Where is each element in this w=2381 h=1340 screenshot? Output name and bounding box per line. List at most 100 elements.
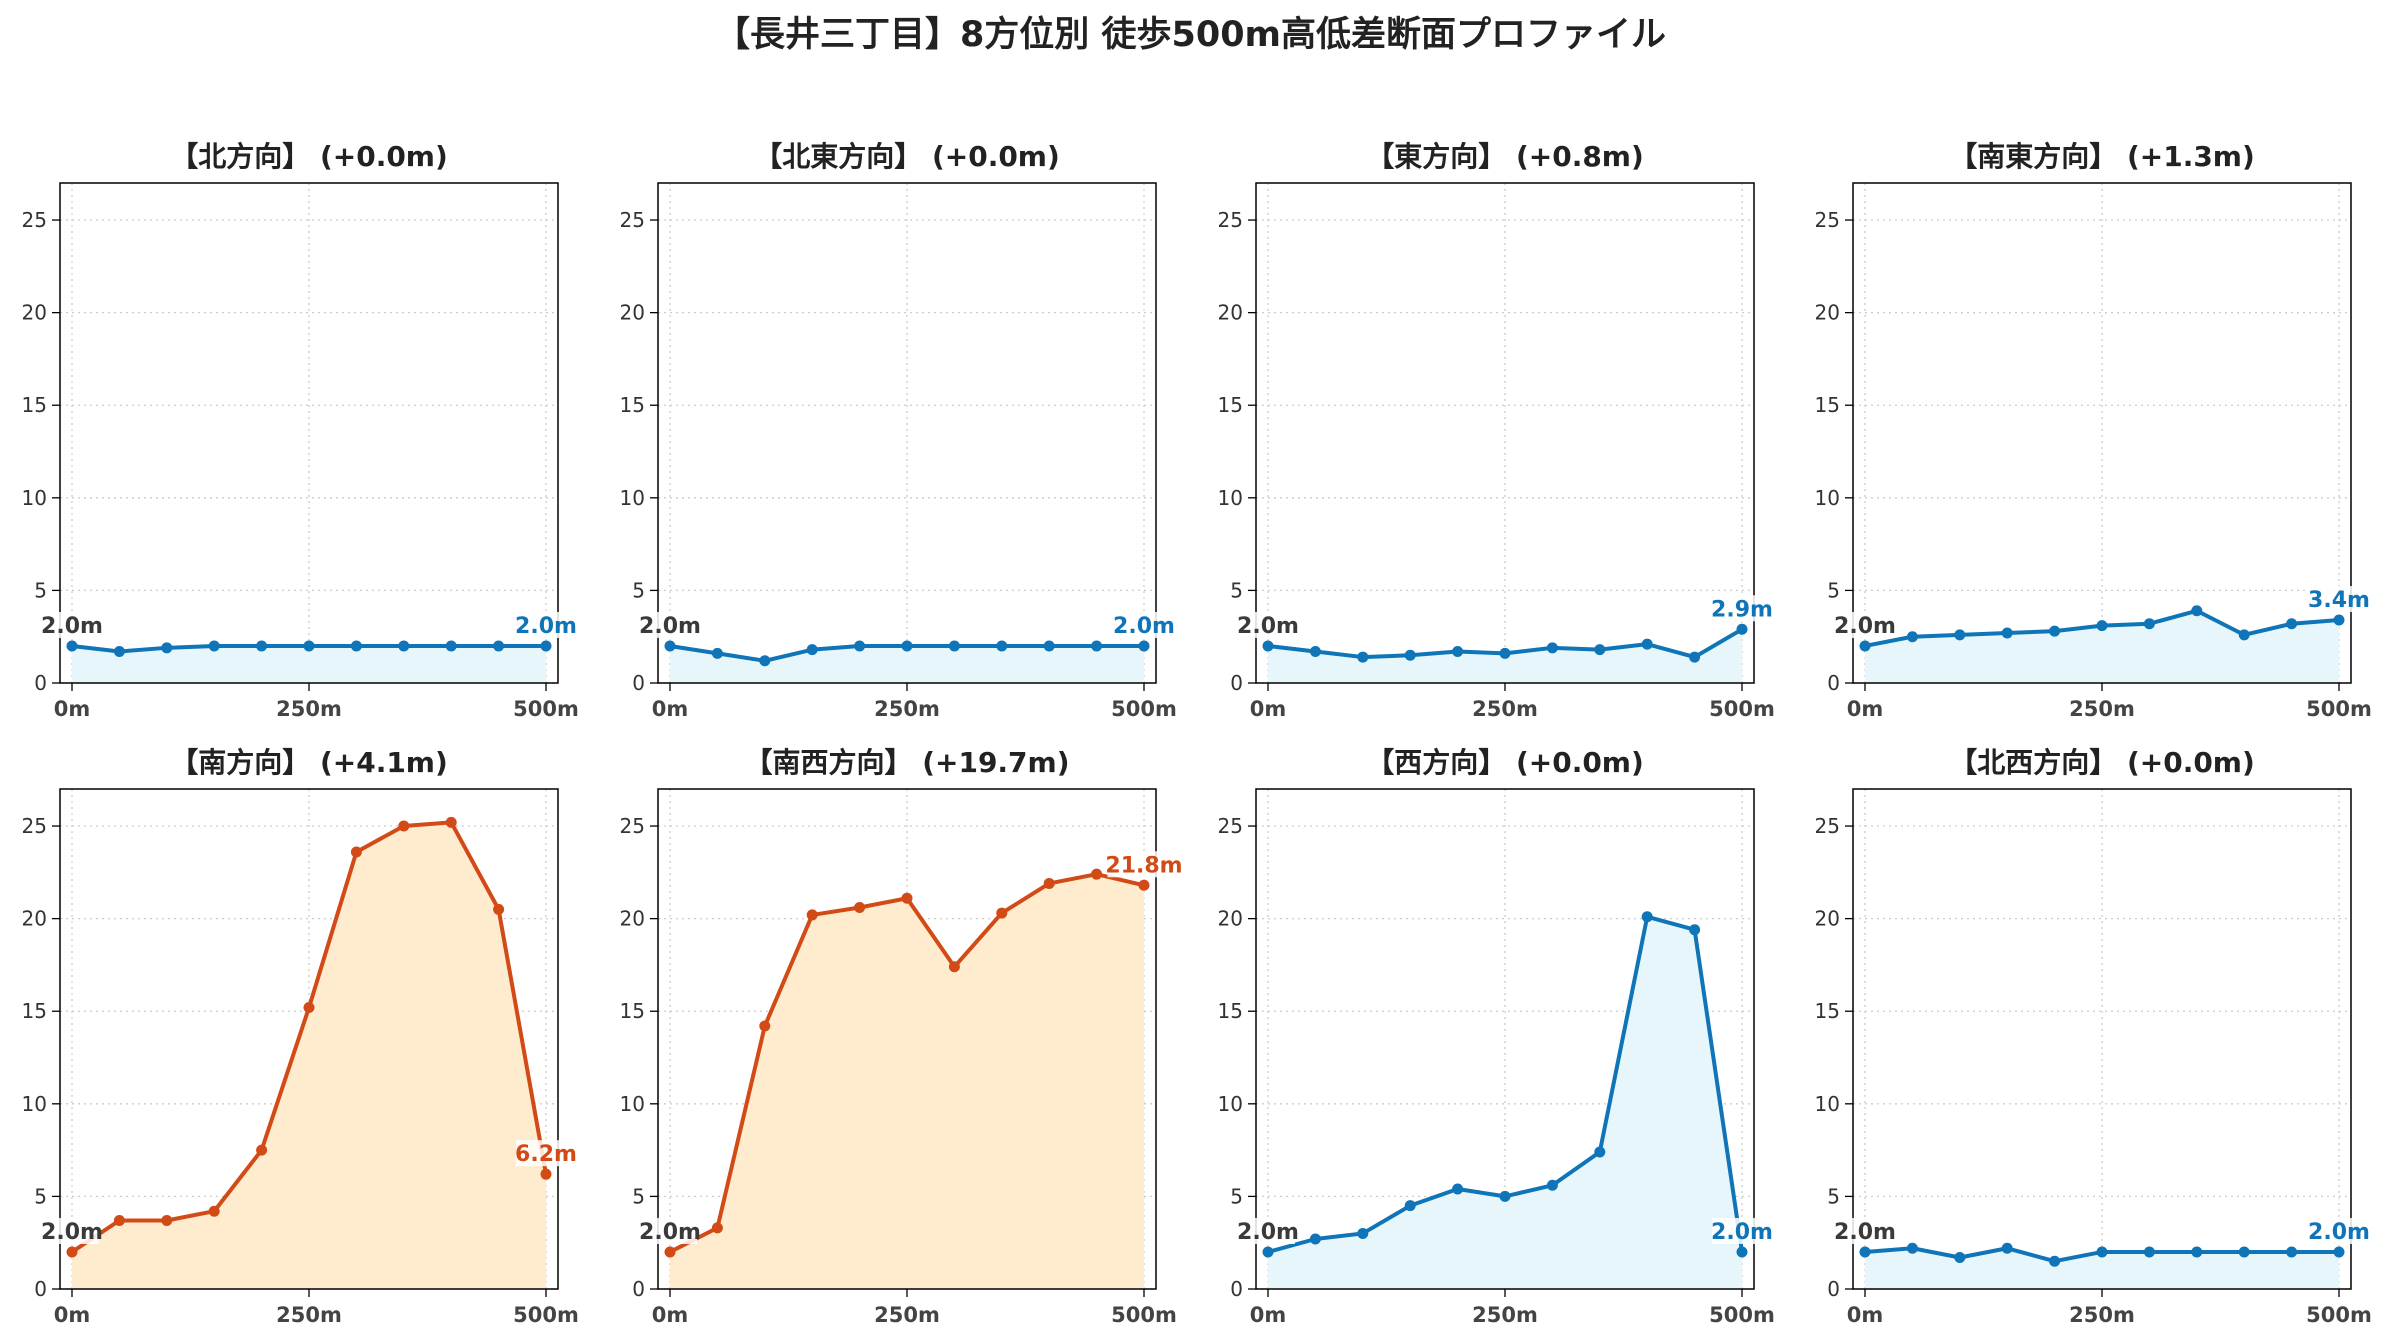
data-point bbox=[1404, 1200, 1416, 1212]
end-elevation-label: 3.4m bbox=[2308, 588, 2370, 613]
start-label-background bbox=[643, 611, 697, 638]
x-tick-label: 0m bbox=[1847, 697, 1884, 721]
y-tick-label: 10 bbox=[1815, 1092, 1840, 1116]
data-point bbox=[2191, 605, 2203, 617]
panel-title: 【南西方向】 (+19.7m) bbox=[744, 746, 1069, 779]
data-point bbox=[1404, 649, 1416, 661]
data-point bbox=[208, 640, 220, 652]
x-tick-label: 500m bbox=[1709, 1303, 1775, 1327]
data-point bbox=[2001, 1242, 2013, 1254]
y-tick-label: 10 bbox=[620, 486, 645, 510]
data-point bbox=[901, 892, 913, 904]
start-label-background bbox=[1241, 1217, 1295, 1244]
x-tick-label: 500m bbox=[2306, 1303, 2372, 1327]
data-point bbox=[303, 1002, 315, 1014]
y-tick-label: 0 bbox=[1827, 671, 1840, 695]
data-point bbox=[2286, 618, 2298, 630]
data-point bbox=[66, 640, 78, 652]
x-tick-label: 0m bbox=[1250, 697, 1287, 721]
data-point bbox=[1262, 1246, 1274, 1258]
end-label-background bbox=[1114, 611, 1174, 638]
data-point bbox=[1091, 640, 1103, 652]
end-elevation-label: 2.0m bbox=[1113, 614, 1175, 639]
x-tick-label: 0m bbox=[1847, 1303, 1884, 1327]
y-tick-label: 5 bbox=[34, 578, 47, 602]
data-point bbox=[759, 655, 771, 667]
data-point bbox=[256, 1144, 268, 1156]
y-tick-label: 25 bbox=[620, 814, 645, 838]
y-tick-label: 25 bbox=[1218, 814, 1243, 838]
data-point bbox=[2238, 1246, 2250, 1258]
panel-title: 【南方向】 (+4.1m) bbox=[170, 746, 448, 779]
data-point bbox=[445, 816, 457, 828]
end-label-background bbox=[1712, 595, 1772, 622]
start-label-background bbox=[1838, 611, 1892, 638]
x-tick-label: 0m bbox=[1250, 1303, 1287, 1327]
x-tick-label: 250m bbox=[276, 697, 342, 721]
y-tick-label: 25 bbox=[1815, 208, 1840, 232]
data-point bbox=[806, 644, 818, 656]
y-tick-label: 10 bbox=[620, 1092, 645, 1116]
area-fill bbox=[72, 822, 546, 1289]
data-point bbox=[66, 1246, 78, 1258]
data-point bbox=[2096, 1246, 2108, 1258]
x-tick-label: 500m bbox=[1111, 1303, 1177, 1327]
data-point bbox=[806, 909, 818, 921]
start-label-background bbox=[45, 611, 99, 638]
y-tick-label: 15 bbox=[620, 999, 645, 1023]
x-tick-label: 0m bbox=[652, 1303, 689, 1327]
data-point bbox=[1309, 646, 1321, 658]
data-point bbox=[1043, 640, 1055, 652]
y-tick-label: 20 bbox=[22, 907, 47, 931]
data-point bbox=[1641, 911, 1653, 923]
data-point bbox=[1689, 651, 1701, 663]
end-elevation-label: 2.0m bbox=[515, 614, 577, 639]
y-tick-label: 5 bbox=[1827, 578, 1840, 602]
data-point bbox=[2286, 1246, 2298, 1258]
y-tick-label: 0 bbox=[632, 671, 645, 695]
data-point bbox=[493, 903, 505, 915]
y-tick-label: 10 bbox=[1815, 486, 1840, 510]
x-tick-label: 500m bbox=[1111, 697, 1177, 721]
y-tick-label: 15 bbox=[22, 999, 47, 1023]
y-tick-label: 10 bbox=[1218, 1092, 1243, 1116]
data-point bbox=[1138, 879, 1150, 891]
data-point bbox=[1357, 651, 1369, 663]
data-point bbox=[1262, 640, 1274, 652]
data-point bbox=[2049, 1255, 2061, 1267]
x-tick-label: 250m bbox=[874, 697, 940, 721]
y-tick-label: 0 bbox=[34, 1277, 47, 1301]
y-tick-label: 15 bbox=[620, 393, 645, 417]
start-elevation-label: 2.0m bbox=[1834, 614, 1896, 639]
data-point bbox=[1499, 1190, 1511, 1202]
y-tick-label: 5 bbox=[1230, 1184, 1243, 1208]
data-point bbox=[664, 1246, 676, 1258]
end-label-background bbox=[516, 1140, 576, 1167]
end-label-background bbox=[2309, 586, 2369, 613]
data-point bbox=[996, 640, 1008, 652]
area-fill bbox=[1865, 1248, 2339, 1289]
axes-frame bbox=[1255, 182, 1755, 684]
x-tick-label: 500m bbox=[513, 697, 579, 721]
data-point bbox=[1546, 642, 1558, 654]
data-point bbox=[1906, 1242, 1918, 1254]
data-point bbox=[711, 647, 723, 659]
area-fill bbox=[1268, 916, 1742, 1289]
data-point bbox=[493, 640, 505, 652]
data-point bbox=[1906, 631, 1918, 643]
y-tick-label: 15 bbox=[22, 393, 47, 417]
y-tick-label: 25 bbox=[22, 208, 47, 232]
y-tick-label: 5 bbox=[34, 1184, 47, 1208]
data-point bbox=[948, 961, 960, 973]
start-label-background bbox=[45, 1217, 99, 1244]
data-point bbox=[1641, 638, 1653, 650]
y-tick-label: 20 bbox=[22, 301, 47, 325]
end-elevation-label: 21.8m bbox=[1105, 853, 1182, 878]
axes-frame bbox=[59, 182, 559, 684]
